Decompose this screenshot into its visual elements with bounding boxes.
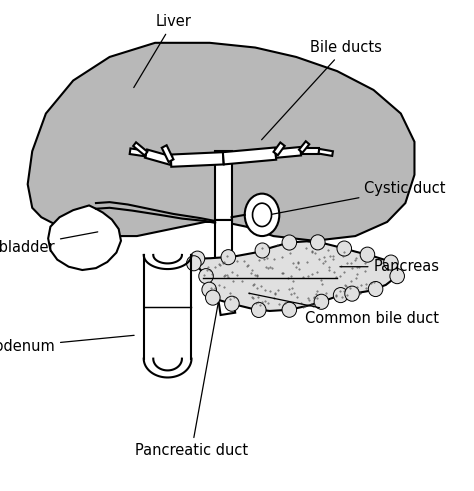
Polygon shape (27, 43, 414, 241)
Circle shape (314, 294, 328, 309)
Polygon shape (216, 282, 235, 315)
Circle shape (187, 256, 201, 271)
Polygon shape (273, 142, 285, 155)
Circle shape (383, 255, 398, 270)
Circle shape (337, 241, 352, 256)
Polygon shape (171, 152, 224, 167)
Circle shape (206, 290, 220, 305)
Polygon shape (301, 148, 319, 154)
Ellipse shape (245, 193, 279, 236)
Circle shape (255, 243, 270, 258)
Polygon shape (223, 147, 276, 164)
Ellipse shape (253, 203, 272, 226)
Text: Bile ducts: Bile ducts (262, 40, 382, 140)
Polygon shape (130, 148, 146, 157)
Circle shape (221, 249, 236, 265)
Polygon shape (299, 141, 309, 153)
Text: Pancreas: Pancreas (340, 259, 439, 274)
Circle shape (333, 288, 348, 302)
Circle shape (251, 302, 266, 318)
Polygon shape (145, 149, 172, 165)
Circle shape (199, 269, 213, 284)
Circle shape (345, 286, 359, 301)
Circle shape (282, 302, 297, 317)
Text: Liver: Liver (134, 14, 191, 87)
Text: Duodenum: Duodenum (0, 335, 134, 355)
Circle shape (360, 247, 375, 262)
Polygon shape (192, 241, 397, 311)
Polygon shape (319, 149, 333, 156)
Circle shape (190, 251, 205, 266)
Polygon shape (48, 205, 121, 270)
Circle shape (225, 296, 239, 311)
Text: Common bile duct: Common bile duct (249, 293, 439, 326)
Circle shape (310, 235, 325, 250)
Circle shape (368, 281, 383, 297)
Text: Pancreatic duct: Pancreatic duct (135, 302, 248, 458)
Polygon shape (215, 219, 231, 283)
Polygon shape (162, 145, 173, 162)
Circle shape (282, 235, 297, 250)
Polygon shape (133, 142, 147, 156)
Polygon shape (275, 147, 301, 158)
Polygon shape (215, 151, 231, 219)
Circle shape (202, 282, 217, 297)
Text: Cystic duct: Cystic duct (272, 182, 446, 215)
Circle shape (390, 269, 404, 284)
Text: Gallbladder: Gallbladder (0, 232, 98, 255)
